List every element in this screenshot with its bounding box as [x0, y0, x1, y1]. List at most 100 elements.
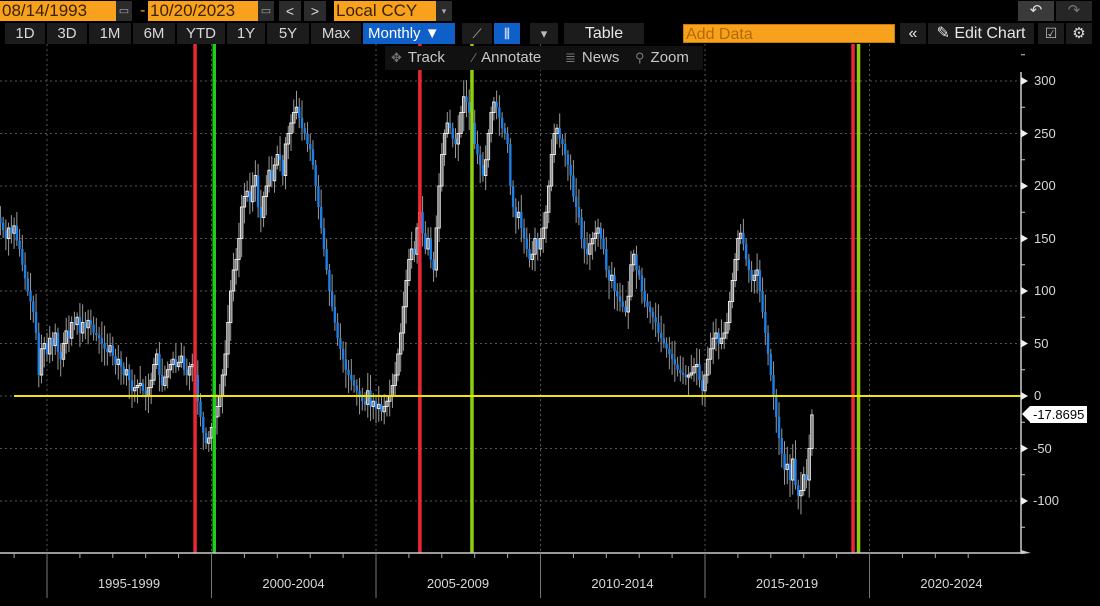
down-candle	[805, 474, 808, 480]
up-candle	[366, 390, 370, 405]
period-ytd-button[interactable]: YTD	[177, 23, 225, 44]
up-candle	[39, 348, 44, 376]
up-candle	[245, 190, 249, 197]
add-data-input[interactable]: Add Data	[683, 24, 895, 43]
x-tick-label: 1995-1999	[97, 576, 161, 591]
down-candle	[605, 249, 608, 270]
annotation-settings-icon[interactable]: ☑	[1038, 23, 1064, 44]
currency-dropdown-icon[interactable]: ▾	[436, 1, 452, 21]
up-candle	[108, 345, 112, 353]
annotate-label: Annotate	[481, 49, 542, 66]
down-candle	[638, 270, 641, 276]
up-candle	[752, 274, 757, 281]
down-candle	[92, 324, 95, 333]
up-candle	[552, 133, 556, 155]
down-candle	[465, 96, 468, 102]
down-candle	[520, 212, 523, 228]
down-candle	[566, 154, 570, 165]
down-candle	[744, 243, 748, 260]
news-tool[interactable]: ≣ News	[565, 46, 619, 70]
period-6m-button[interactable]: 6M	[133, 23, 175, 44]
start-date-input[interactable]: 08/14/1993	[0, 1, 116, 21]
last-price-badge: -17.8695	[1021, 406, 1088, 423]
down-candle	[281, 159, 284, 176]
collapse-icon[interactable]: «	[900, 23, 926, 44]
down-candle	[18, 240, 21, 249]
down-candle	[26, 278, 30, 291]
down-candle	[111, 345, 114, 357]
y-tick-label: 150	[1034, 230, 1056, 246]
period-5y-button[interactable]: 5Y	[267, 23, 309, 44]
up-candle	[703, 374, 707, 392]
track-tool[interactable]: ✥ Track	[391, 46, 445, 70]
up-candle	[242, 196, 247, 208]
up-candle	[802, 474, 806, 491]
next-period-button[interactable]: >	[304, 1, 326, 21]
up-candle	[593, 232, 598, 239]
down-candle	[769, 354, 772, 375]
up-candle	[294, 106, 299, 113]
line-chart-icon[interactable]: ⟋	[462, 23, 492, 44]
up-candle	[404, 280, 408, 308]
up-candle	[799, 490, 803, 497]
down-candle	[506, 133, 509, 144]
down-candle	[374, 401, 378, 409]
y-tick	[1021, 287, 1028, 295]
start-calendar-icon[interactable]: ▭	[116, 1, 132, 21]
edit-chart-button[interactable]: ✎ Edit Chart	[928, 23, 1034, 44]
down-candle	[659, 333, 663, 339]
down-candle	[100, 338, 104, 344]
y-tick-label: 200	[1034, 178, 1056, 193]
down-candle	[330, 291, 334, 307]
prev-period-button[interactable]: <	[279, 1, 301, 21]
zoom-tool[interactable]: ⚲ Zoom	[635, 46, 689, 70]
annotate-tool[interactable]: ⁄ Annotate	[473, 46, 541, 70]
up-candle	[722, 332, 726, 339]
down-candle	[369, 390, 372, 407]
candlestick-chart-icon[interactable]: ⫼	[494, 23, 520, 44]
down-candle	[34, 312, 38, 333]
down-candle	[580, 217, 583, 239]
up-candle	[267, 169, 271, 187]
down-candle	[772, 375, 775, 396]
settings-gear-icon[interactable]: ⚙	[1066, 23, 1092, 44]
up-candle	[42, 343, 46, 350]
table-button[interactable]: Table	[564, 23, 644, 44]
candlestick-chart[interactable]	[0, 44, 1100, 606]
period-1d-button[interactable]: 1D	[5, 23, 45, 44]
y-tick	[1021, 497, 1028, 505]
redo-button[interactable]: ↷	[1056, 1, 1092, 21]
toolbar-row-2: 1D 3D 1M 6M YTD 1Y 5Y Max Monthly ▼ ⟋ ⫼ …	[0, 22, 1100, 44]
end-calendar-icon[interactable]: ▭	[258, 1, 274, 21]
up-candle	[163, 376, 167, 387]
down-candle	[106, 348, 109, 352]
up-candle	[530, 253, 534, 260]
up-candle	[6, 227, 11, 239]
up-candle	[486, 133, 491, 161]
y-tick	[1021, 234, 1028, 243]
undo-button[interactable]: ↶	[1018, 1, 1054, 21]
down-candle	[761, 291, 764, 312]
down-candle	[424, 233, 427, 249]
period-1y-button[interactable]: 1Y	[227, 23, 265, 44]
chart-type-dropdown-icon[interactable]: ▾	[530, 23, 558, 44]
down-candle	[325, 249, 328, 270]
down-candle	[122, 366, 125, 375]
period-1m-button[interactable]: 1M	[89, 23, 131, 44]
up-candle	[725, 322, 729, 334]
down-candle	[67, 330, 71, 339]
up-candle	[409, 248, 414, 260]
down-candle	[141, 383, 145, 391]
down-candle	[317, 186, 320, 207]
up-candle	[462, 96, 466, 113]
down-candle	[341, 348, 345, 360]
end-date-input[interactable]: 10/20/2023	[148, 1, 258, 21]
down-candle	[646, 301, 649, 307]
currency-select[interactable]: Local CCY	[334, 1, 436, 21]
up-candle	[393, 374, 397, 386]
frequency-dropdown[interactable]: Monthly ▼	[363, 23, 455, 44]
down-candle	[476, 144, 479, 155]
down-candle	[432, 259, 435, 270]
period-3d-button[interactable]: 3D	[47, 23, 87, 44]
period-max-button[interactable]: Max	[311, 23, 361, 44]
